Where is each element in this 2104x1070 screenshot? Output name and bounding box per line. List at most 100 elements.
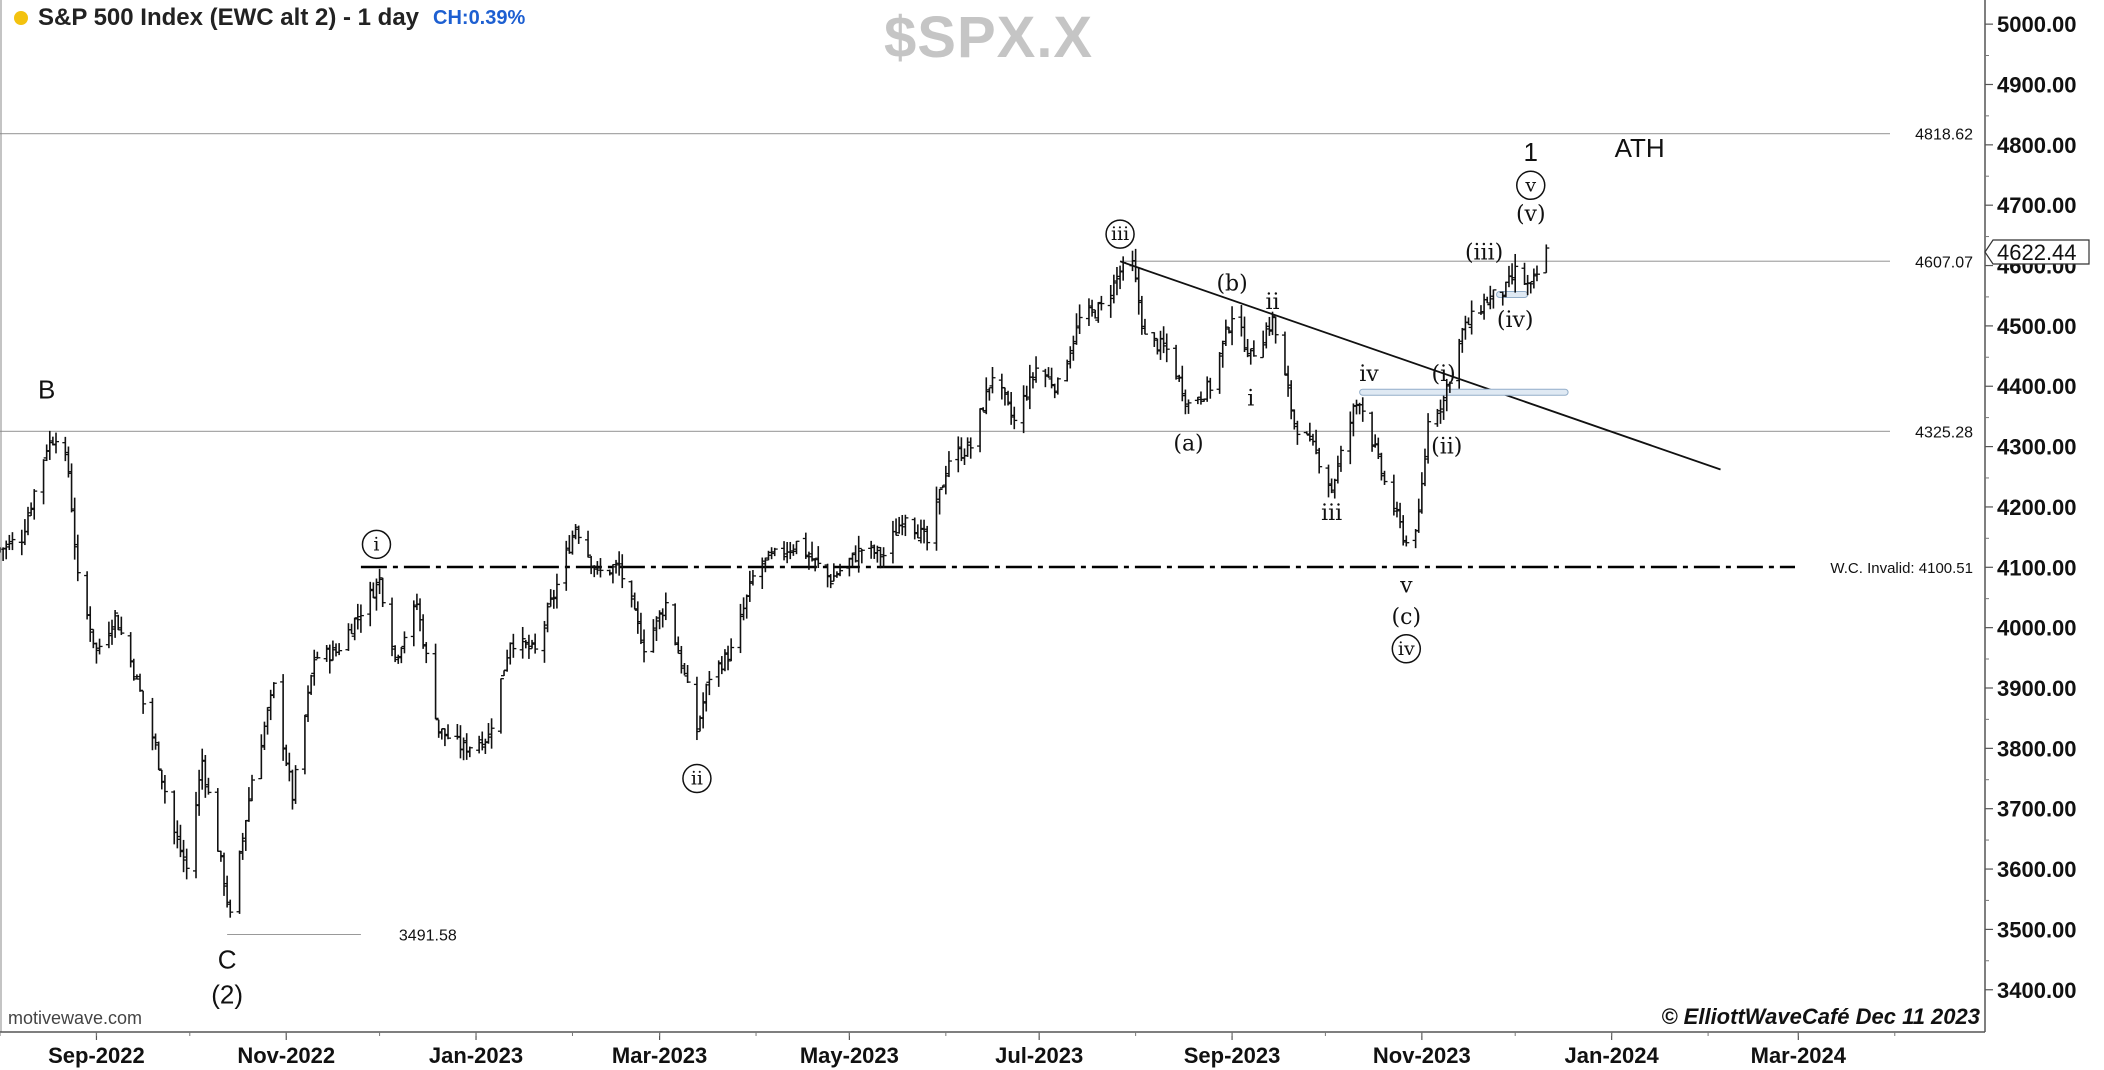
wave-label: B	[38, 374, 55, 404]
wave-circle	[1516, 170, 1546, 201]
ohlc-bar	[1151, 332, 1158, 347]
ohlc-bar	[1359, 397, 1366, 422]
ohlc-bar	[585, 530, 592, 558]
ohlc-bar	[1141, 318, 1148, 335]
wave-label: (ii)	[1431, 435, 1462, 460]
y-tick-label: 3500.00	[1997, 917, 2077, 942]
x-tick-label: Mar-2023	[612, 1043, 707, 1068]
wave-label: (c)	[1392, 605, 1422, 630]
ohlc-bar	[466, 746, 473, 758]
x-tick-label: Mar-2024	[1751, 1043, 1847, 1068]
ohlc-bar	[314, 651, 321, 659]
ohlc-bar	[155, 741, 162, 770]
ohlc-bar	[311, 649, 318, 686]
ohlc-bar	[1269, 311, 1276, 336]
ohlc-bar	[945, 451, 952, 478]
level-label-low: 3491.58	[399, 927, 457, 944]
ohlc-bar	[53, 432, 60, 454]
ohlc-bar	[597, 558, 604, 578]
wave-label-text: ii	[691, 768, 703, 790]
y-tick-label: 4300.00	[1997, 435, 2077, 460]
ohlc-bar	[205, 777, 212, 795]
ohlc-bar	[1403, 535, 1410, 547]
ohlc-bar	[401, 631, 408, 654]
ohlc-bar	[967, 437, 974, 459]
ohlc-bar	[815, 546, 822, 569]
ohlc-bar	[858, 548, 865, 564]
ohlc-bar	[140, 690, 147, 714]
wave-label-circled: iv	[1391, 634, 1422, 664]
change-percent: CH:0.39%	[433, 6, 526, 29]
price-bars	[0, 244, 1550, 918]
ohlc-bar	[1446, 381, 1453, 393]
ohlc-bar	[749, 570, 756, 586]
ohlc-bar	[1033, 356, 1040, 383]
ohlc-bar	[1120, 256, 1127, 281]
wave-label: ii	[1265, 290, 1279, 315]
y-tick-label: 3900.00	[1997, 676, 2077, 701]
x-tick-label: Jan-2023	[429, 1043, 523, 1068]
ohlc-bar	[96, 638, 103, 655]
y-tick-label: 4800.00	[1997, 133, 2077, 158]
ohlc-bar	[379, 577, 386, 608]
x-tick-label: Sep-2023	[1184, 1043, 1281, 1068]
wave-label-circled: v	[1516, 170, 1546, 201]
y-tick-label: 4100.00	[1997, 555, 2077, 580]
ohlc-bar	[1533, 265, 1540, 282]
ohlc-bar	[525, 634, 532, 659]
ohlc-bar	[249, 774, 256, 802]
wave-label: C	[218, 945, 237, 975]
ohlc-bar	[1076, 304, 1083, 335]
wave-label-text: v	[1524, 174, 1536, 196]
wave-labels: BC(2)iiiiii(a)(b)iiiiviiiv(c)iv(i)(ii)(i…	[38, 133, 1665, 1010]
ohlc-bar	[793, 540, 800, 555]
wave-label: (b)	[1216, 272, 1247, 297]
ohlc-bar	[619, 554, 626, 589]
wave-circle	[1105, 219, 1135, 249]
support-zone	[1359, 388, 1569, 396]
ohlc-bar	[432, 643, 439, 720]
level-label: 4818.62	[1915, 127, 1973, 144]
ohlc-bar	[1098, 295, 1105, 311]
y-tick-label: 4900.00	[1997, 72, 2077, 97]
ohlc-bar	[728, 638, 735, 662]
ohlc-bar	[1229, 306, 1236, 346]
copyright-notice: © ElliottWaveCafé Dec 11 2023	[1661, 1004, 1980, 1029]
status-dot-icon	[14, 11, 28, 25]
y-tick-label: 3700.00	[1997, 797, 2077, 822]
wave-label: (i)	[1432, 362, 1456, 387]
ohlc-bar	[9, 532, 16, 551]
last-price-box	[1984, 239, 2090, 265]
ohlc-bar	[693, 676, 700, 741]
ohlc-bar	[31, 489, 38, 520]
trendline	[1119, 260, 1721, 471]
wave-label: (2)	[211, 980, 243, 1010]
ohlc-bar	[855, 535, 862, 573]
wave-circle	[1391, 634, 1422, 664]
ohlc-bar	[445, 724, 452, 740]
y-tick-label: 3400.00	[1997, 978, 2077, 1003]
ohlc-bar	[357, 604, 364, 633]
wave-label: 1	[1524, 137, 1538, 167]
y-tick-label: 4200.00	[1997, 495, 2077, 520]
ohlc-bar	[641, 629, 648, 663]
y-tick-label: 4500.00	[1997, 314, 2077, 339]
last-price-marker: 4622.44	[1984, 239, 2090, 265]
wave-label: v	[1399, 573, 1413, 598]
ohlc-bar	[1294, 420, 1301, 445]
x-tick-label: May-2023	[800, 1043, 899, 1068]
ohlc-bar	[112, 610, 119, 638]
ohlc-bar	[1425, 413, 1432, 464]
ohlc-bar	[827, 574, 834, 589]
wave-label-circled: ii	[682, 763, 712, 794]
ohlc-bar	[1490, 289, 1497, 309]
y-tick-label: 4000.00	[1997, 616, 2077, 641]
ohlc-bar	[519, 626, 526, 659]
ohlc-bar	[902, 514, 909, 537]
ohlc-bar	[771, 547, 778, 557]
symbol-watermark: $SPX.X	[884, 5, 1094, 70]
wave-label-circled: iii	[1105, 219, 1135, 249]
ohlc-bar	[488, 718, 495, 749]
